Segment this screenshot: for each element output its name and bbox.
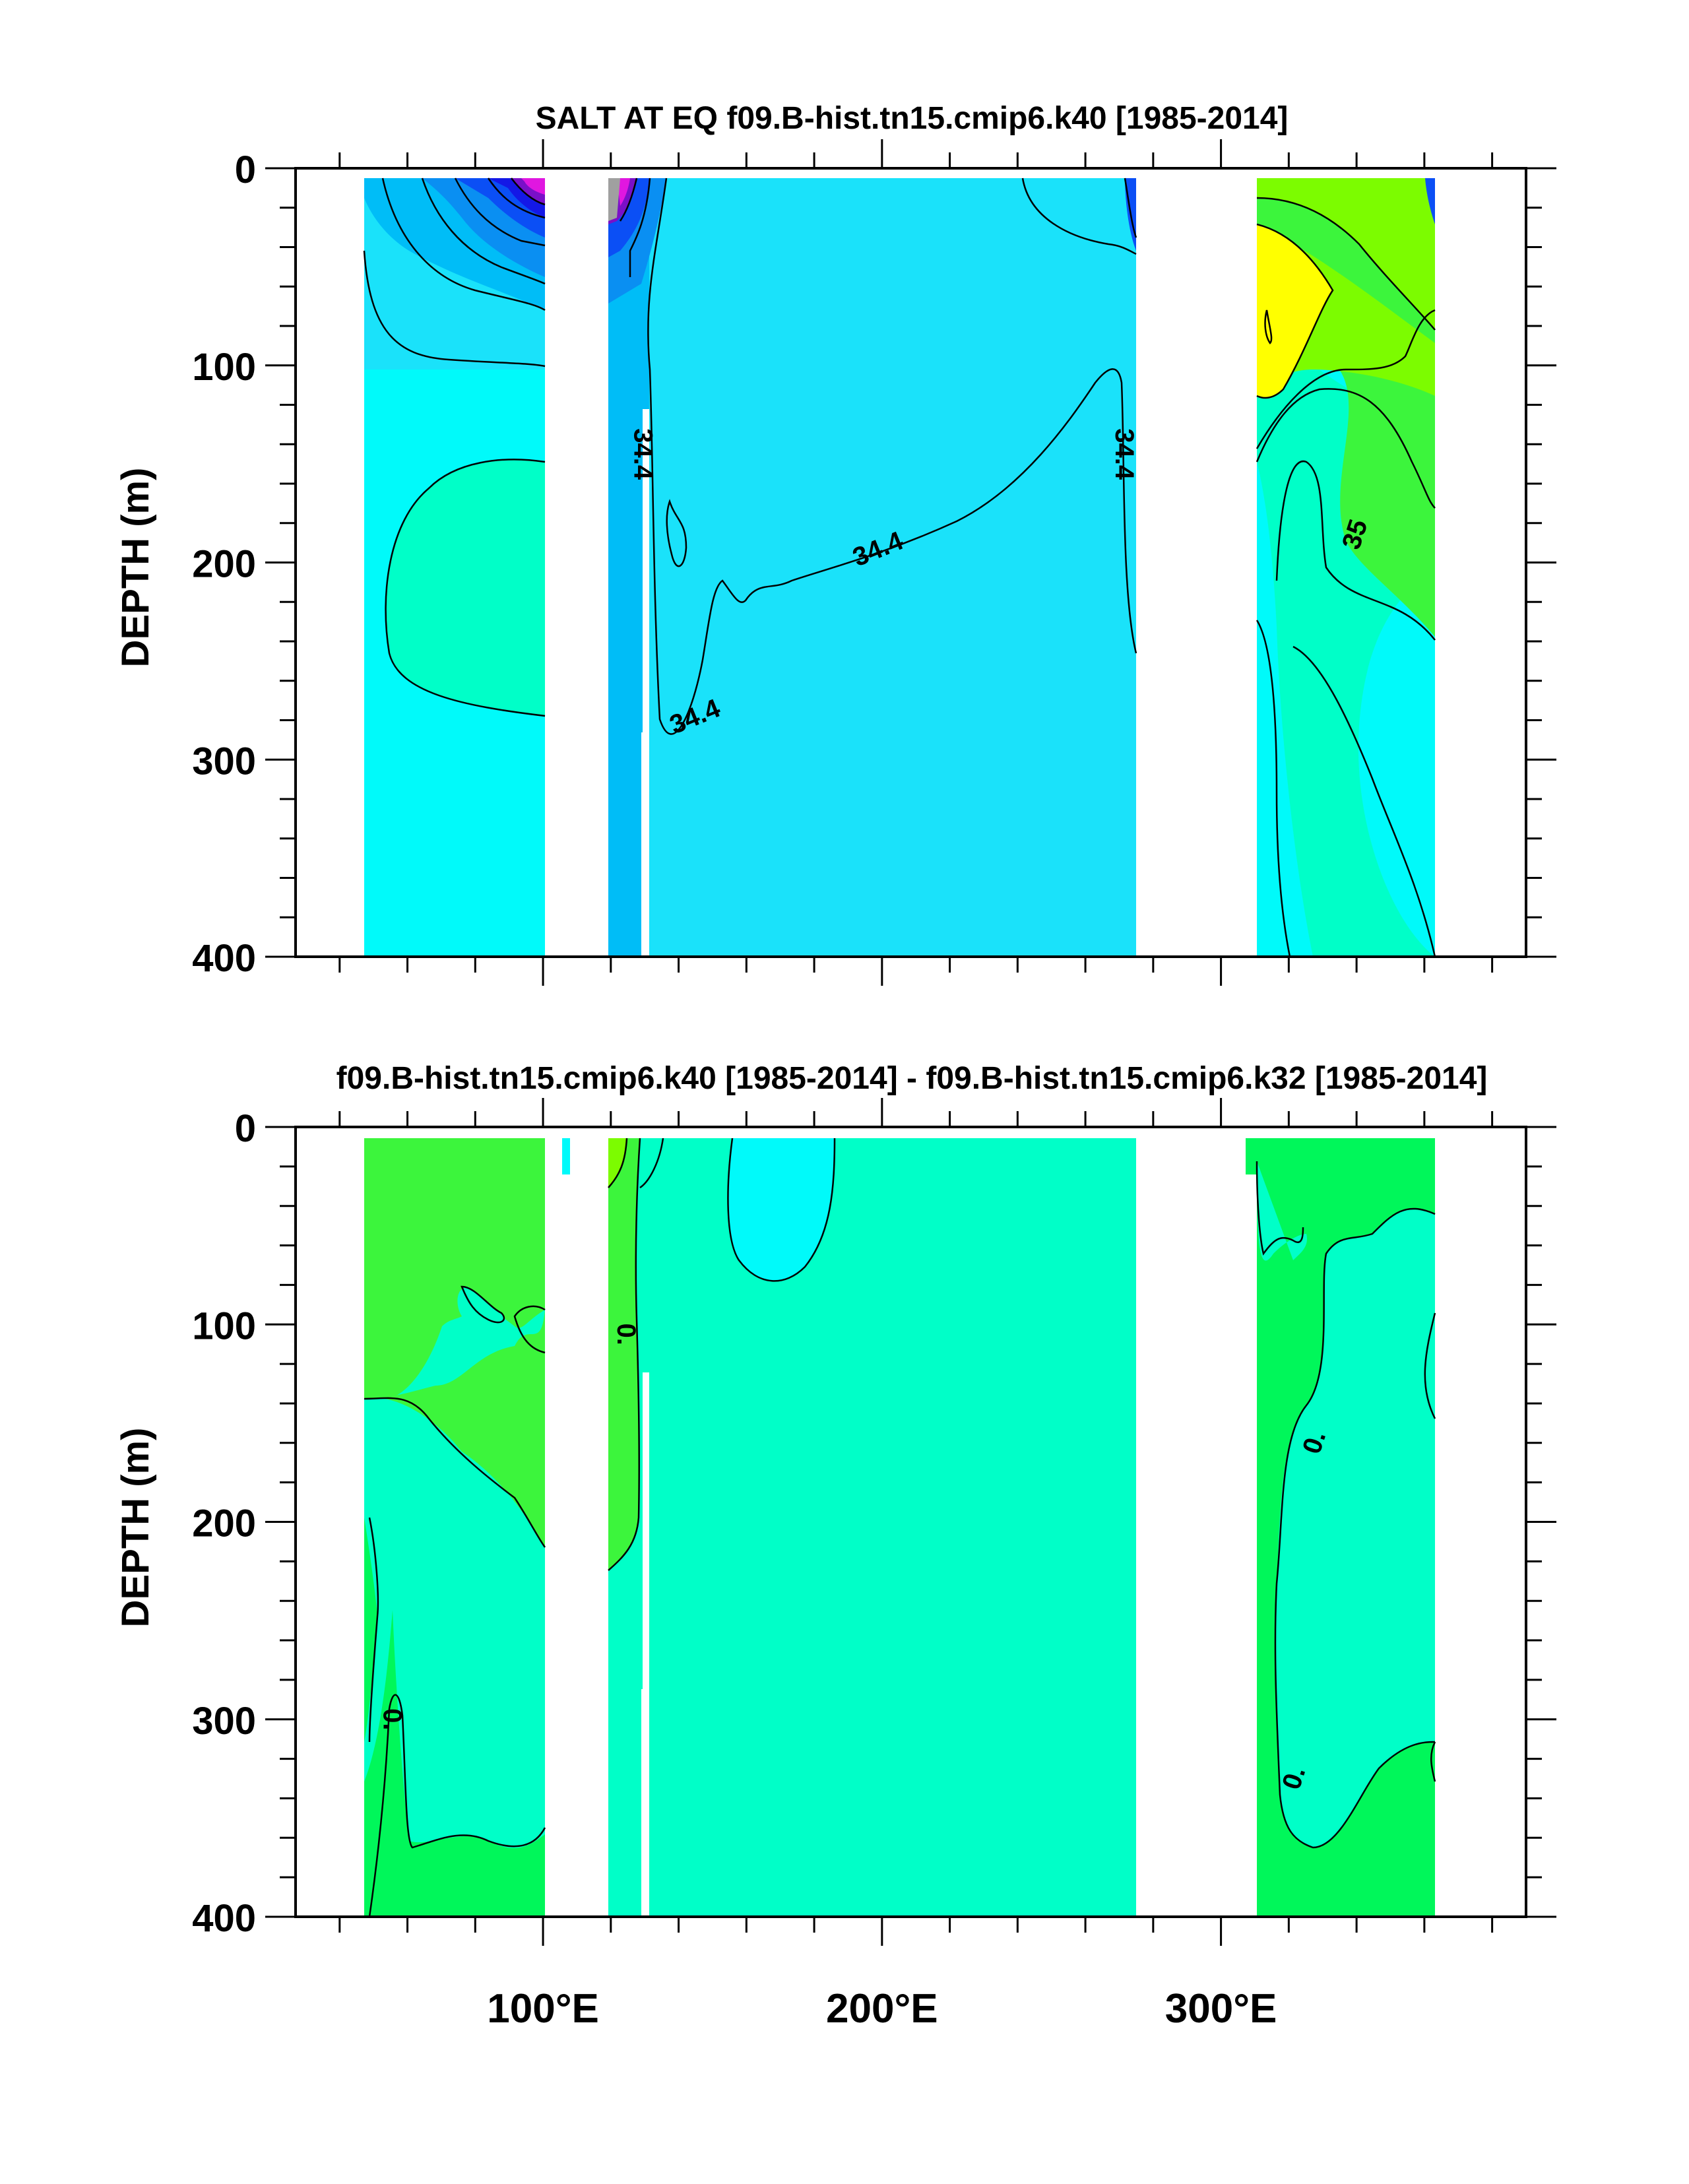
panel-bottom-title: f09.B-hist.tn15.cmip6.k40 [1985-2014] - … [336,1061,1488,1096]
land-gap-africa-east [1435,1125,1501,1923]
fill-magenta-itf [617,178,630,206]
land-gap-maritime-continent-b [570,1125,608,1923]
y-tick-label: 200 [192,1502,256,1545]
contour-itf-2 [629,177,651,277]
x-tick-label: 300°E [1165,1986,1277,2032]
land-gap-maritime-continent [545,1125,562,1923]
y-tick-label: 100 [192,346,256,389]
fill-green-west-deep [364,1610,545,1917]
y-tick-label: 0 [235,1107,256,1150]
contour-west-notch [461,1285,505,1324]
land-gap-americas-step [1246,1174,1257,1917]
land-gap-africa-west [319,1125,364,1923]
contour-west-5 [487,177,546,219]
y-tick-label: 100 [192,1304,256,1347]
y-tick-label: 400 [192,1897,256,1940]
fill-magenta-west [521,178,545,195]
land-gap-africa-east [1435,165,1501,963]
contour-itf-3 [608,1138,628,1188]
contour-label: 34.4 [1110,428,1139,480]
fill-spring-green-itf [608,1138,640,1570]
contour-atlantic-cyan [1256,620,1291,957]
fill-green-west-strip [364,1518,377,1742]
contour-itf-0 [608,1138,641,1571]
fill-aquamarine-west-notch [462,1287,504,1323]
contour-itf-2 [639,1138,664,1189]
panel-top-title: SALT AT EQ f09.B-hist.tn15.cmip6.k40 [19… [536,101,1289,136]
fill-aquamarine-atlantic-top [1257,1161,1307,1261]
contour-atlantic-east-deep [1430,1741,1436,1782]
contour-atlantic-upper [1256,1161,1304,1256]
contour-atlantic-0 [1274,1207,1436,1849]
y-tick-label: 300 [192,740,256,783]
panel-bottom-frame: 0 100 200 300 400 100°E 200°E 300°E [192,1098,1556,2032]
contour-west-2 [381,177,546,311]
fill-lime-itf-top [608,1138,627,1188]
land-gap-itf-sill [641,732,649,963]
contour-atlantic-cyan2 [1292,645,1436,957]
contour-atlantic-east [1424,1312,1436,1419]
panel-bottom: f09.B-hist.tn15.cmip6.k40 [1985-2014] - … [114,1061,1556,2032]
contour-pacific-east [1021,177,1137,255]
panel-top-y-axis-label: DEPTH (m) [114,468,157,668]
panel-top: SALT AT EQ f09.B-hist.tn15.cmip6.k40 [19… [114,101,1556,986]
panel-bottom-y-axis-label: DEPTH (m) [114,1428,157,1628]
fill-gray-itf [608,178,620,221]
contour-atlantic-lime [1256,197,1436,331]
contour-atlantic-35b [1275,460,1436,641]
x-tick-label: 100°E [487,1986,599,2032]
panel-top-fills [364,178,1435,957]
fill-sky-blue-itf [608,178,641,957]
contour-atlantic-mid [1256,309,1436,449]
fill-blue-atlantic-east [1425,178,1435,224]
panel-bottom-fills [364,1138,1435,1917]
y-tick-label: 200 [192,543,256,586]
contour-west-3 [421,177,546,285]
panel-top-contour-lines [363,177,1436,957]
contour-label: 0. [377,1708,406,1730]
panel-top-land-gaps [319,165,1501,963]
fill-lime-atlantic [1257,178,1435,330]
land-gap-africa-west [319,165,364,963]
land-gap-itf-strait [643,409,649,732]
contour-aquamarine-west [385,459,546,717]
land-gap-americas [1136,165,1257,963]
contour-west-strip [368,1517,379,1743]
contour-pacific-cyan [727,1138,836,1282]
x-tick-label: 200°E [826,1986,938,2032]
contour-west-4 [454,177,546,247]
land-gap-maritime-continent [545,165,608,963]
land-gap-itf-strait [643,1372,649,1689]
fill-aquamarine-west [385,459,545,716]
contour-label: 0. [612,1324,641,1345]
contour-west-upper [364,1397,546,1548]
contour-label: 34.4 [628,428,657,480]
y-tick-label: 0 [235,148,256,191]
fill-cyan-blip [562,1138,570,1174]
land-gap-itf-sill [641,1689,649,1917]
panel-top-frame: 0 100 200 300 400 [192,139,1556,986]
contour-west-6 [511,177,546,206]
contour-west-1 [363,250,546,368]
fill-cyan-pacific [728,1138,835,1281]
contour-itf-3 [619,177,638,222]
contour-itf-loop [666,499,687,567]
contour-west-deep [368,1694,546,1917]
contour-pacific-east-2 [1124,177,1137,238]
panel-bottom-contour-lines [364,1138,1436,1917]
y-tick-label: 300 [192,1700,256,1743]
land-gap-americas [1136,1125,1246,1923]
contour-itf-34-4 [647,177,1137,735]
y-tick-label: 400 [192,937,256,980]
land-gap-maritime-continent-c [562,1174,570,1923]
fill-aquamarine-atlantic [1275,1208,1435,1847]
contour-west-right [513,1305,546,1354]
fill-spring-green-west-top [364,1138,545,1399]
contour-atlantic-35 [1256,388,1436,509]
contour-atlantic-yellow [1256,223,1334,399]
fill-spring-green-west-mid [364,1310,545,1547]
fill-yellow-atlantic [1257,224,1333,398]
contour-atlantic-yellow-in [1264,309,1273,344]
